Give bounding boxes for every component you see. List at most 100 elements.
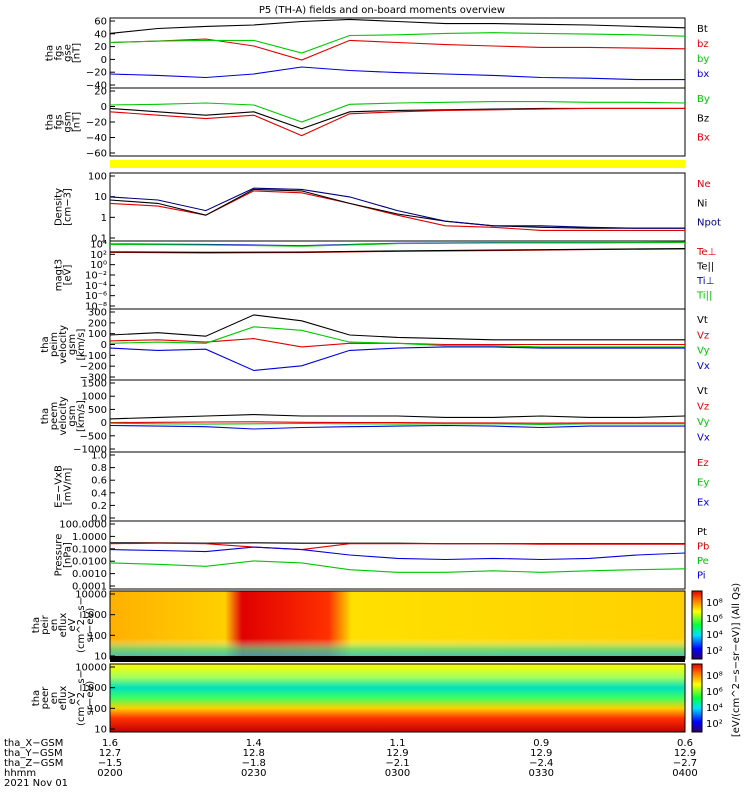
legend-entry: by — [697, 54, 709, 65]
x-tick-label: 0200 — [97, 768, 122, 779]
colorbar-peer-en-eflux: 10⁸ 10⁶ 10⁴ 10² — [691, 663, 723, 733]
legend-entry: Vz — [697, 402, 709, 413]
y-axis-label: tha — [31, 690, 42, 706]
y-tick-label: −40 — [86, 81, 107, 92]
series-line-Pb — [109, 542, 685, 551]
legend-entry: By — [697, 94, 710, 105]
colorbar-tick-label: 10⁸ — [706, 671, 723, 682]
y-tick-label: 0 — [101, 102, 107, 113]
y-tick-label: 10⁻⁶ — [85, 291, 107, 302]
x-tick-label: 0230 — [241, 768, 266, 779]
y-tick-label: 500 — [88, 405, 107, 416]
y-tick-label: −40 — [86, 133, 107, 144]
series-line-Vx — [109, 346, 685, 372]
series-line-Vy — [109, 422, 685, 425]
spectrogram-fill — [110, 664, 685, 732]
x-tick-label: −2.7 — [673, 758, 697, 769]
y-axis-label: tha — [40, 408, 51, 424]
y-axis-label: fgs — [54, 45, 65, 60]
y-tick-label: 60 — [94, 17, 107, 28]
y-tick-label: 100 — [88, 172, 107, 183]
panel-frame — [109, 590, 686, 660]
spectrogram-shade — [110, 591, 685, 659]
y-tick-label: 0.2 — [91, 501, 107, 512]
y-tick-label: 0 — [101, 418, 107, 429]
x-axis-labels: tha_X−GSM 1.6 1.4 1.1 0.9 0.6 tha_Y−GSM 12.7 12.… — [4, 738, 698, 789]
y-tick-label: 0.0001 — [72, 582, 107, 593]
y-axis-label: [mV/m] — [63, 468, 74, 506]
y-tick-label: 10000 — [75, 663, 107, 674]
colorbar-tick-label: 10² — [706, 719, 723, 730]
series-line-bz — [109, 38, 686, 61]
legend-entry: Pt — [697, 527, 707, 538]
y-tick-label: 0.0100 — [72, 557, 107, 568]
series-line-Te|| — [109, 248, 686, 253]
series-line-Bt — [109, 18, 686, 34]
panel-peem-velocity: 1500 1000 500 0 −500 −1000 thapeemvelocitygsm[… — [40, 379, 710, 456]
y-axis-label: eflux — [58, 613, 69, 638]
y-tick-label: 10⁻⁴ — [85, 281, 107, 292]
y-tick-label: 0 — [101, 55, 107, 66]
colorbar-tick-label: 10⁸ — [706, 598, 723, 609]
y-tick-label: 1000 — [82, 392, 107, 403]
legend-entry: Ey — [697, 478, 709, 489]
x-row-label: tha_Y−GSM — [4, 748, 63, 759]
x-tick-label: 12.8 — [243, 748, 265, 759]
series-line-Vt — [109, 314, 685, 341]
legend-entry: bx — [697, 69, 709, 80]
y-axis-label: (cm^2−s− — [76, 597, 87, 653]
x-row-label: tha_X−GSM — [4, 738, 63, 749]
y-axis-label: gse — [63, 44, 74, 62]
colorbar-tick-label: 10² — [706, 646, 723, 657]
y-tick-label: −1000 — [73, 445, 107, 456]
x-tick-label: 1.4 — [246, 738, 262, 749]
legend-entry: Vy — [697, 346, 710, 357]
y-tick-label: 1.0000 — [72, 532, 107, 543]
y-tick-label: 100 — [88, 704, 107, 715]
y-axis-label: eV — [67, 618, 78, 631]
legend-entry: Vz — [697, 330, 709, 341]
colorbar-gradient — [691, 590, 703, 660]
y-axis-label: Density — [54, 188, 65, 226]
series-line-Npot — [109, 187, 685, 229]
panel-frame — [109, 451, 686, 522]
y-tick-label: 10 — [94, 192, 107, 203]
colorbar-tick-label: 10⁶ — [706, 614, 723, 625]
legend-entry: Ti⊥ — [696, 276, 714, 287]
x-tick-label: 1.1 — [390, 738, 406, 749]
y-axis-label: velocity — [58, 325, 69, 364]
colorbar-peir-en-eflux: 10⁸ 10⁶ 10⁴ 10² — [691, 590, 723, 660]
series-line-Ni — [109, 188, 685, 229]
panels: 6040200−20−40thafgsgse[nT]Btbzbybx200−20… — [31, 17, 742, 738]
colorbar-tick-label: 10⁴ — [706, 703, 723, 714]
y-axis-label: peir — [40, 614, 51, 634]
y-tick-label: 300 — [88, 308, 107, 319]
chart-title: P5 (TH-A) fields and on-board moments ov… — [259, 5, 505, 16]
y-axis-label: (cm^2−s− — [76, 670, 87, 726]
y-axis-label: sr−eV) — [85, 681, 96, 716]
legend-entry: Vt — [697, 386, 708, 397]
legend-entry: Pi — [697, 571, 706, 582]
legend-entry: Bt — [697, 24, 708, 35]
y-tick-label: 0.1000 — [72, 544, 107, 555]
y-axis-label: tha — [40, 336, 51, 352]
y-tick-label: 40 — [94, 29, 107, 40]
panel-frame — [109, 663, 686, 733]
y-axis-label: sr−eV) — [85, 608, 96, 643]
y-tick-label: 10⁻² — [85, 271, 107, 282]
legend-entry: Ni — [697, 198, 707, 209]
y-axis-label: peer — [40, 686, 51, 710]
x-row-label: tha_Z−GSM — [4, 758, 63, 769]
y-tick-label: 0 — [101, 340, 107, 351]
y-axis-label: gsm — [67, 334, 78, 355]
series-line-Bx — [109, 107, 685, 137]
y-axis-label: [nT] — [72, 43, 83, 63]
series-line-Vx — [109, 424, 685, 430]
y-tick-label: 20 — [94, 42, 107, 53]
y-axis-label: [eV] — [63, 265, 74, 286]
y-tick-label: 100 — [88, 631, 107, 642]
x-tick-label: 0.6 — [677, 738, 693, 749]
